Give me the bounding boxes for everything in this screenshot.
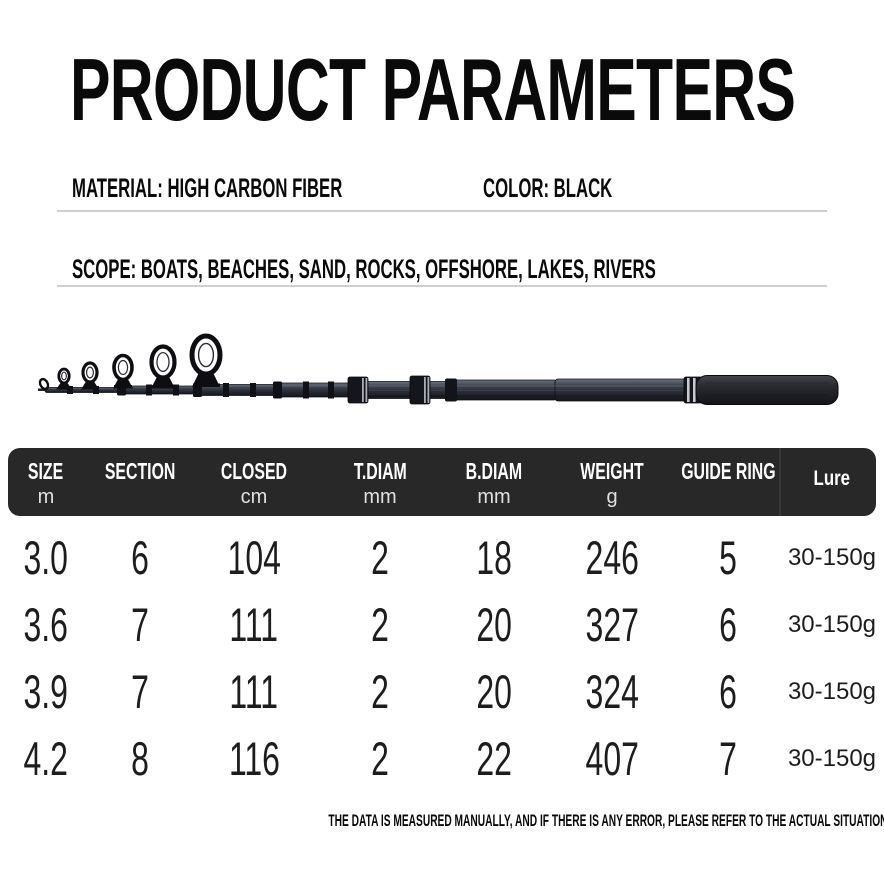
table-cell: 30-150g: [787, 543, 877, 571]
rod-handle: [695, 375, 839, 405]
table-row: 3.6 7 111 2 20 327 6 30-150g: [0, 591, 884, 658]
table-row: 3.0 6 104 2 18 246 5 30-150g: [0, 524, 884, 591]
table-header-row: SIZE m SECTION CLOSED cm T.DIAM mm B.DIA…: [0, 448, 884, 516]
table-cell: 116: [228, 732, 280, 785]
column-header-bdiam: B.DIAM mm: [465, 457, 523, 509]
table-cell: 2: [371, 598, 389, 651]
table-cell: 407: [585, 732, 639, 785]
table-cell: 6: [719, 665, 737, 718]
column-unit: m: [37, 486, 55, 508]
table-cell: 2: [371, 531, 389, 584]
divider-line: [57, 210, 827, 212]
table-cell: 30-150g: [787, 610, 877, 638]
rod-tip-guide-icon: [38, 377, 50, 391]
table-cell: 111: [229, 598, 279, 651]
column-header-guide-ring: GUIDE RING: [680, 457, 776, 484]
table-cell: 6: [719, 598, 737, 651]
column-unit: mm: [363, 486, 397, 508]
column-unit: mm: [477, 486, 511, 508]
table-cell: 2: [371, 665, 389, 718]
table-cell: 20: [476, 665, 512, 718]
divider-line: [57, 285, 827, 287]
table-cell: 3.0: [23, 531, 69, 584]
table-cell: 7: [131, 665, 149, 718]
table-cell: 22: [476, 732, 512, 785]
column-header-size: SIZE m: [28, 457, 64, 509]
guide-ring-icon: [56, 367, 72, 390]
column-unit: g: [606, 486, 618, 508]
table-cell: 30-150g: [787, 677, 877, 705]
table-cell: 3.9: [23, 665, 69, 718]
table-cell: 246: [585, 531, 639, 584]
product-image-fishing-rod: [38, 333, 839, 405]
column-unit: cm: [240, 486, 268, 508]
guide-ring-icon: [81, 361, 99, 390]
table-cell: 4.2: [23, 732, 69, 785]
table-cell: 30-150g: [787, 744, 877, 772]
table-cell: 8: [131, 732, 149, 785]
column-header-section: SECTION: [104, 457, 176, 484]
table-cell: 327: [585, 598, 639, 651]
table-cell: 2: [371, 732, 389, 785]
table-header-bar: [8, 448, 876, 516]
color-label: COLOR: BLACK: [483, 173, 613, 203]
column-header-closed: CLOSED cm: [220, 457, 288, 509]
table-cell: 18: [476, 531, 512, 584]
material-label: MATERIAL: HIGH CARBON FIBER: [72, 173, 343, 203]
page-title: PRODUCT PARAMETERS: [70, 40, 796, 139]
table-cell: 7: [131, 598, 149, 651]
guide-ring-icon: [189, 333, 223, 387]
table-cell: 5: [719, 531, 737, 584]
column-header-weight: WEIGHT g: [580, 457, 644, 509]
table-cell: 111: [229, 665, 279, 718]
table-cell: 104: [227, 531, 281, 584]
table-cell: 20: [476, 598, 512, 651]
guide-ring-icon: [149, 344, 177, 389]
column-header-lure: Lure: [813, 467, 851, 491]
table-cell: 3.6: [23, 598, 69, 651]
disclaimer-text: THE DATA IS MEASURED MANUALLY, AND IF TH…: [328, 811, 884, 830]
column-header-tdiam: T.DIAM mm: [353, 457, 407, 509]
table-cell: 6: [131, 531, 149, 584]
header-seam: [779, 448, 781, 516]
table-cell: 7: [719, 732, 737, 785]
guide-ring-icon: [112, 353, 134, 389]
table-row: 4.2 8 116 2 22 407 7 30-150g: [0, 725, 884, 792]
rod-blank: [38, 378, 702, 402]
table-row: 3.9 7 111 2 20 324 6 30-150g: [0, 658, 884, 725]
table-cell: 324: [585, 665, 639, 718]
scope-label: SCOPE: BOATS, BEACHES, SAND, ROCKS, OFFS…: [72, 254, 656, 284]
table-body: 3.0 6 104 2 18 246 5 30-150g 3.6 7 111 2…: [0, 524, 884, 792]
